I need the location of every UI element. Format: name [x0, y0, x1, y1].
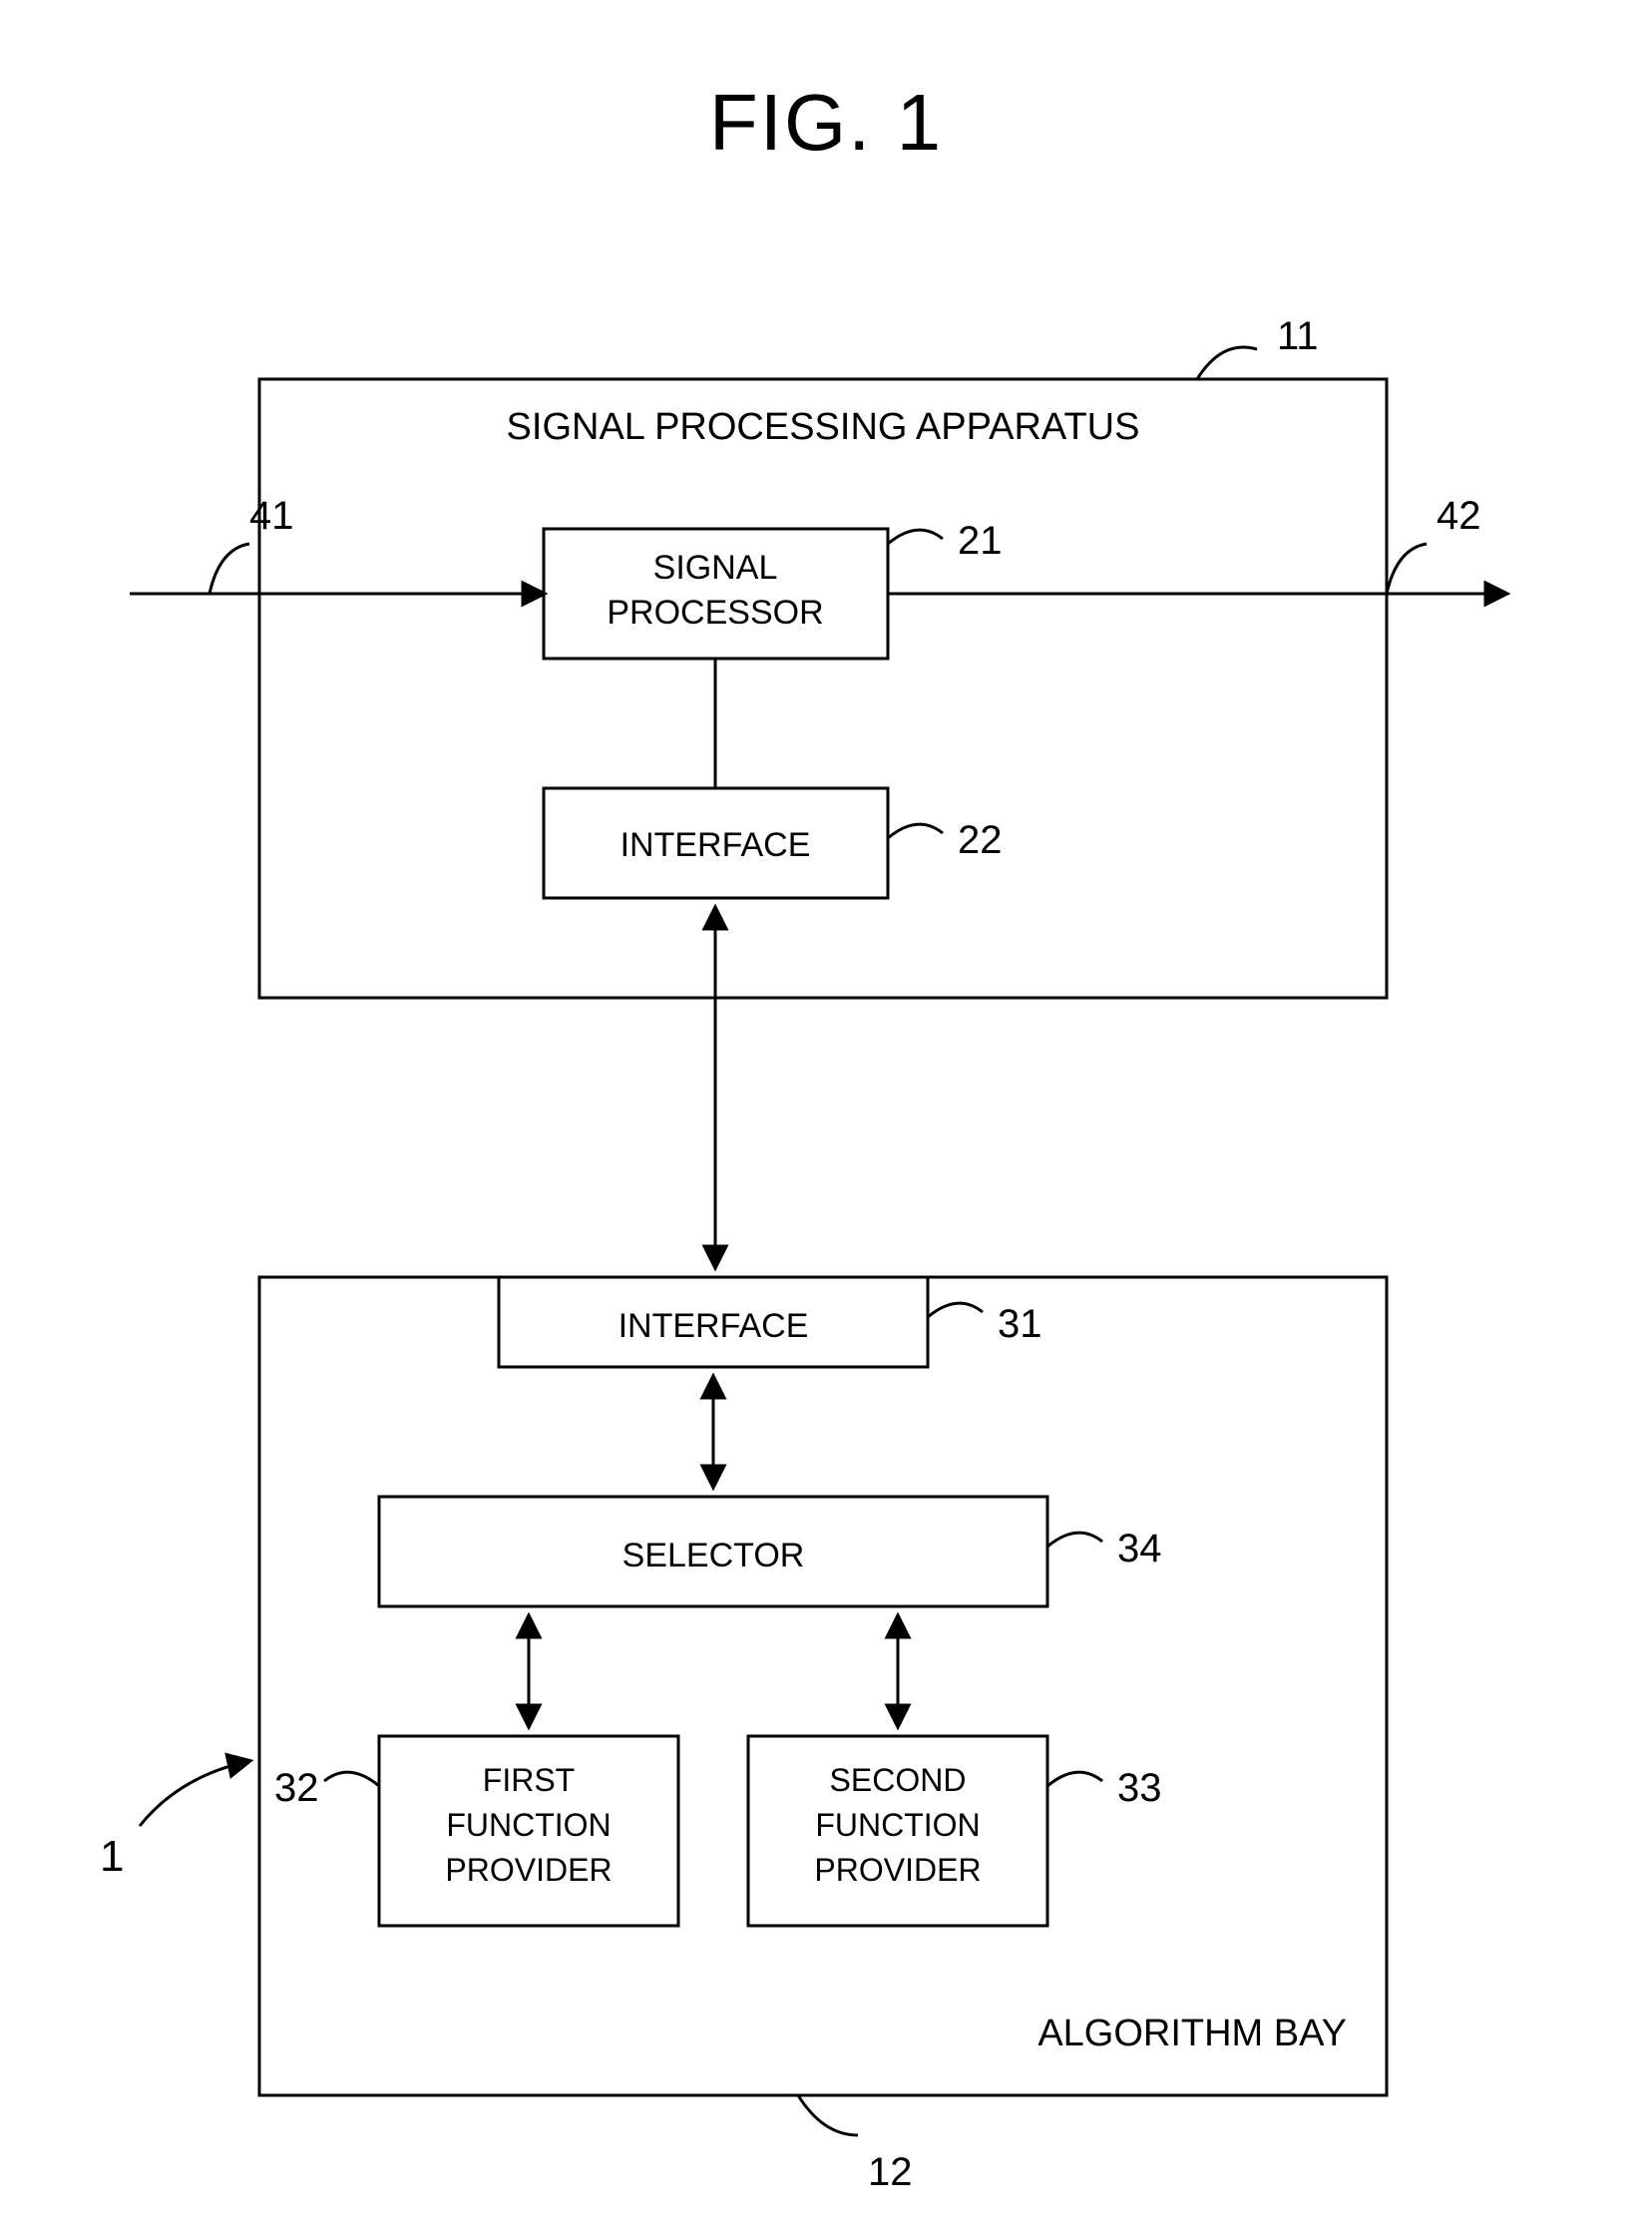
ref-31: 31: [998, 1302, 1042, 1346]
leader-11: [1197, 347, 1257, 379]
figure-title: FIG. 1: [709, 78, 943, 167]
ref-21: 21: [958, 519, 1003, 563]
node-signal-processor-label-1: SIGNAL: [653, 549, 778, 587]
leader-1: [140, 1761, 249, 1826]
ref-41: 41: [249, 494, 294, 538]
ref-11: 11: [1277, 314, 1319, 358]
container-algorithm-bay: [259, 1277, 1387, 2095]
node-first-provider-l3: PROVIDER: [445, 1852, 612, 1888]
leader-42: [1387, 544, 1427, 594]
leader-41: [209, 544, 249, 594]
node-second-provider-l1: SECOND: [830, 1762, 967, 1798]
node-first-provider-l2: FUNCTION: [446, 1807, 611, 1843]
ref-42: 42: [1437, 494, 1481, 538]
container-top-title: SIGNAL PROCESSING APPARATUS: [507, 406, 1140, 448]
node-second-provider-l2: FUNCTION: [815, 1807, 980, 1843]
node-second-provider-l3: PROVIDER: [814, 1852, 981, 1888]
ref-34: 34: [1117, 1527, 1162, 1570]
leader-12: [798, 2095, 858, 2135]
container-bottom-title: ALGORITHM BAY: [1037, 2012, 1347, 2054]
ref-12: 12: [868, 2150, 913, 2194]
ref-32: 32: [274, 1766, 319, 1810]
node-selector-label: SELECTOR: [622, 1537, 805, 1574]
figure-canvas: FIG. 1 SIGNAL PROCESSING APPARATUS ALGOR…: [0, 0, 1652, 2236]
node-interface-top-label: INTERFACE: [620, 826, 811, 864]
container-signal-processing-apparatus: [259, 379, 1387, 998]
node-signal-processor-label-2: PROCESSOR: [607, 594, 823, 632]
ref-1: 1: [100, 1832, 124, 1881]
ref-22: 22: [958, 818, 1003, 862]
node-interface-bottom-label: INTERFACE: [619, 1307, 809, 1345]
node-first-provider-l1: FIRST: [483, 1762, 575, 1798]
ref-33: 33: [1117, 1766, 1162, 1810]
